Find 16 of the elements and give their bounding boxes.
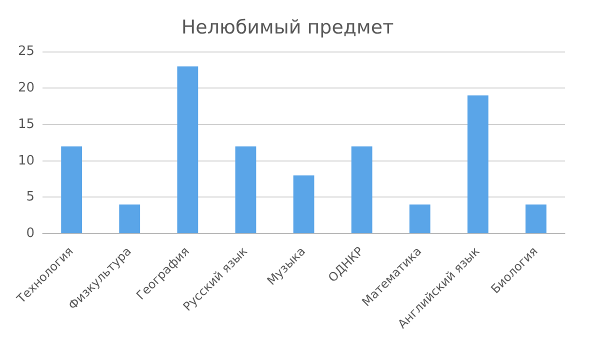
- bar: [409, 204, 430, 234]
- bar: [119, 204, 140, 234]
- y-tick-label: 10: [18, 153, 35, 168]
- chart-title: Нелюбимый предмет: [181, 16, 394, 38]
- y-tick-label: 15: [18, 116, 35, 132]
- bar: [177, 66, 198, 234]
- bar: [467, 95, 488, 234]
- y-tick-label: 25: [18, 44, 35, 60]
- y-tick-label: 20: [18, 80, 35, 96]
- y-tick-label: 5: [26, 190, 35, 205]
- bar: [351, 146, 372, 234]
- bar: [61, 146, 82, 234]
- bar: [293, 175, 314, 234]
- y-tick-label: 0: [26, 226, 35, 241]
- bar: [526, 204, 546, 234]
- bar: [235, 146, 256, 234]
